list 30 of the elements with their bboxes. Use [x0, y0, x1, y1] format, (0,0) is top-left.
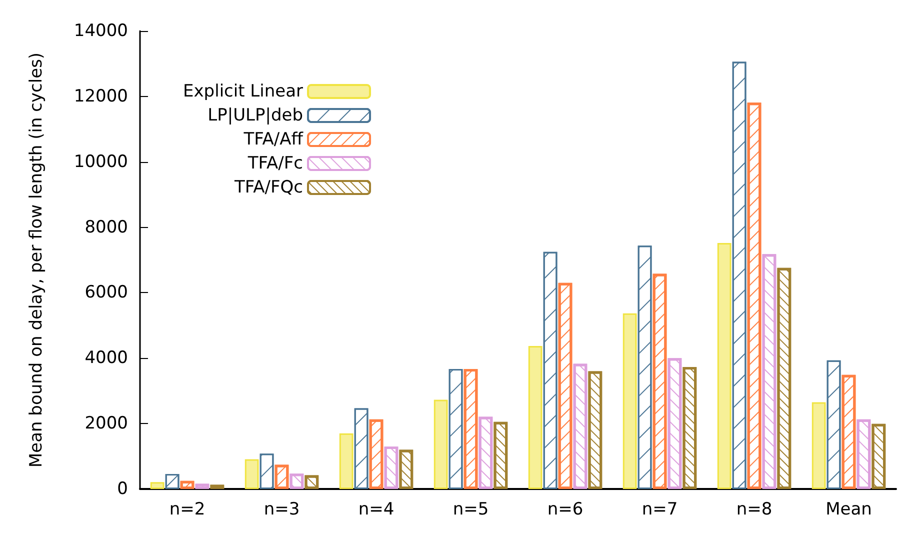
y-tick-label: 6000 [84, 282, 128, 303]
bar [717, 242, 732, 489]
bar [812, 402, 826, 489]
y-axis-title: Mean bound on delay, per flow length (in cycles) [26, 52, 46, 468]
x-tick-label: n=5 [452, 500, 489, 520]
bar [434, 400, 448, 489]
y-tick-label: 0 [117, 479, 128, 499]
bar [622, 313, 637, 489]
y-tick-label: 12000 [74, 86, 128, 106]
legend-label: TFA/Fc [246, 154, 304, 174]
x-tick-label: n=7 [642, 500, 678, 520]
bar [150, 482, 164, 489]
x-tick-label: n=3 [264, 500, 300, 520]
bar [528, 346, 542, 489]
x-tick-label: n=4 [358, 500, 394, 520]
x-tick-label: Mean [826, 500, 872, 520]
bar [339, 433, 354, 489]
legend-label: Explicit Linear [182, 82, 304, 102]
y-tick-label: 8000 [84, 217, 128, 238]
y-tick-label: 14000 [74, 21, 128, 41]
legend-label: LP|ULP|deb [208, 106, 304, 126]
legend-label: TFA/Aff [242, 130, 304, 150]
x-tick-label: n=6 [547, 500, 584, 520]
x-tick-label: n=8 [736, 500, 772, 520]
y-tick-label: 2000 [84, 414, 128, 434]
y-tick-label: 4000 [84, 348, 128, 368]
legend-label: TFA/FQc [234, 178, 304, 198]
bar [244, 459, 259, 489]
x-tick-label: n=2 [169, 500, 206, 520]
y-tick-label: 10000 [74, 152, 128, 172]
